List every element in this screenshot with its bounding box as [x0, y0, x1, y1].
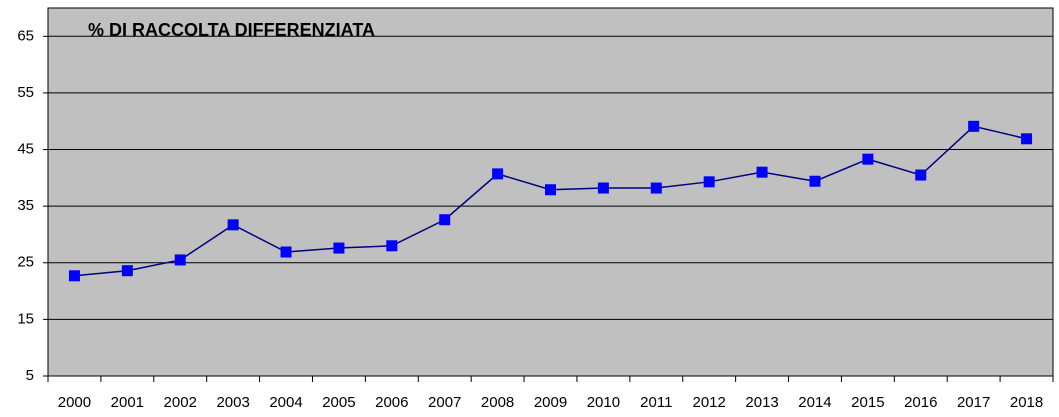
y-tick-label: 15 [17, 310, 34, 327]
marker [862, 153, 874, 165]
marker [280, 246, 292, 258]
x-tick-label: 2010 [587, 394, 620, 411]
y-tick-label: 5 [26, 367, 34, 384]
marker [386, 240, 398, 252]
x-tick-label: 2016 [904, 394, 937, 411]
marker [915, 169, 927, 181]
marker [1021, 133, 1033, 145]
x-tick-label: 2009 [534, 394, 567, 411]
marker [227, 219, 239, 231]
marker [174, 254, 186, 266]
x-tick-label: 2011 [640, 394, 672, 411]
x-tick-label: 2005 [322, 394, 355, 411]
x-tick-label: 2007 [428, 394, 461, 411]
x-tick-label: 2002 [164, 394, 197, 411]
marker [492, 168, 504, 180]
x-tick-label: 2003 [216, 394, 249, 411]
y-tick-label: 45 [17, 141, 34, 158]
x-tick-label: 2008 [481, 394, 514, 411]
x-tick-label: 2000 [58, 394, 91, 411]
layer: 5 15 25 35 45 55 65 2000 2001 2002 2003 2004 2005 200… [17, 27, 1054, 411]
x-tick-label: 2014 [798, 394, 831, 411]
y-tick-label: 65 [17, 27, 34, 44]
y-tick-label: 55 [17, 84, 34, 101]
x-tick-label: 2006 [375, 394, 408, 411]
chart-title: % DI RACCOLTA DIFFERENZIATA [88, 20, 375, 40]
x-tick-label: 2015 [851, 394, 884, 411]
marker [809, 175, 821, 187]
marker [439, 214, 451, 226]
marker [650, 182, 662, 194]
marker [68, 270, 80, 282]
marker [756, 166, 768, 178]
x-tick-label: 2001 [111, 394, 144, 411]
marker [545, 184, 556, 196]
marker [121, 265, 133, 277]
x-tick-label: 2004 [269, 394, 302, 411]
y-tick-label: 25 [17, 254, 34, 271]
x-tick-label: 2013 [745, 394, 778, 411]
y-tick-label: 35 [17, 197, 34, 214]
x-tick-label: 2012 [692, 394, 725, 411]
marker [968, 120, 980, 132]
x-tick-label: 2017 [957, 394, 990, 411]
marker [597, 182, 609, 194]
marker [333, 242, 345, 254]
x-tick-label: 2018 [1010, 394, 1043, 411]
marker [703, 176, 715, 188]
